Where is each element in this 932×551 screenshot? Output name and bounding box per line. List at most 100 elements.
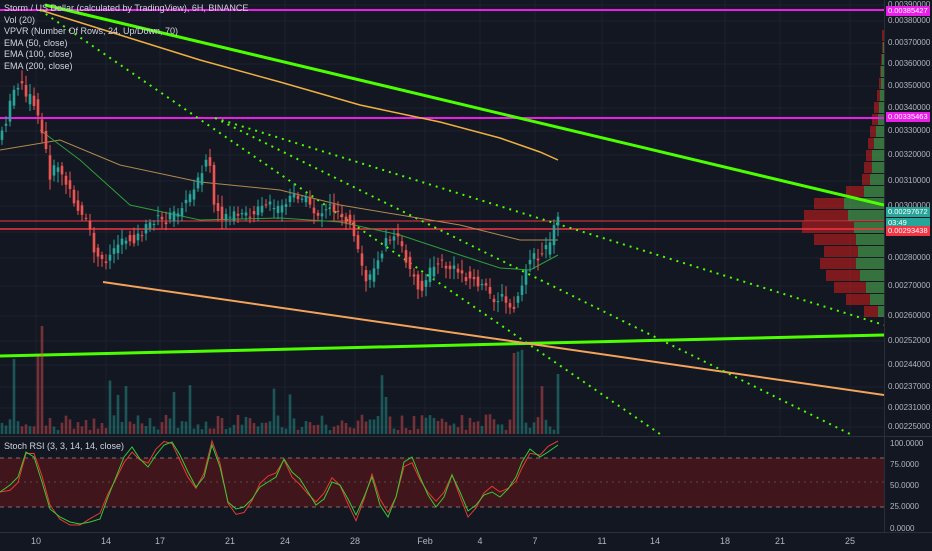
volume-bar [512,352,516,434]
volume-bar [4,425,8,434]
volume-bar [168,418,172,434]
time-tick-label: 28 [349,536,361,546]
stoch-rsi-pane[interactable] [0,437,884,532]
candle-body [416,274,420,290]
candle-body [456,268,460,273]
volume-bar [372,419,376,434]
candle-body [332,204,336,213]
price-tick-label: 0.00280000 [888,253,931,262]
volume-bars [0,326,560,434]
candle-body [476,276,480,287]
volume-bar [368,419,372,434]
candle-body [284,204,288,207]
vpvr-bar-up [856,234,884,245]
candle-body [536,258,540,261]
candle-body [108,254,112,261]
vpvr-bar-up [864,186,884,197]
candle-body [196,177,200,189]
candle-body [204,159,208,167]
candle-body [36,99,40,116]
volume-bar [320,415,324,434]
candle-body [528,259,532,265]
volume-bar [432,417,436,434]
vpvr-bar-up [882,54,884,65]
vpvr-bar-down [881,54,882,65]
volume-bar [384,396,388,434]
candles [0,70,560,315]
legend-ema200[interactable]: EMA (200, close) [4,60,73,71]
rsi-scale[interactable]: 100.0000 75.0000 50.0000 25.0000 0.0000 [884,437,932,533]
candle-body [520,285,524,295]
volume-bar [516,351,520,434]
pane-separator[interactable] [0,436,932,437]
candle-body [272,208,276,210]
candle-body [168,212,172,220]
candle-body [96,247,100,257]
candle-body [372,268,376,282]
vpvr-bar-up [883,42,884,53]
time-tick-label: 14 [649,536,661,546]
volume-bar [120,421,124,434]
volume-bar [504,429,508,434]
volume-bar [164,414,168,434]
volume-bar [148,418,152,434]
price-tick-label: 0.00260000 [888,311,931,320]
volume-bar [156,429,160,434]
volume-bar [496,424,500,434]
candle-body [24,84,28,97]
candle-body [388,239,392,241]
legend-ema50[interactable]: EMA (50, close) [4,37,68,48]
legend-vpvr[interactable]: VPVR (Number Of Rows, 24, Up/Down, 70) [4,26,179,36]
vpvr-bar-up [878,306,884,317]
candle-body [500,294,504,297]
volume-bar [172,391,176,434]
ema-50-line [39,129,559,271]
time-tick-label: 21 [224,536,236,546]
volume-bar [380,375,384,434]
main-price-chart[interactable] [0,0,884,436]
volume-bar [84,420,88,434]
candle-body [132,234,136,244]
candle-body [116,244,120,254]
vpvr-bar-down [824,246,858,257]
volume-bar [152,426,156,434]
vpvr-bar-up [870,174,884,185]
candle-body [420,280,424,291]
candle-body [444,265,448,269]
price-scale[interactable]: 0.00390000 0.00380000 0.00370000 0.00360000… [884,0,932,436]
candle-body [68,180,72,190]
candle-body [324,209,328,211]
volume-bar [332,426,336,434]
vpvr-bar-up [880,90,884,101]
vpvr-bar-down [868,138,874,149]
vpvr-bar-up [879,102,884,113]
candle-body [424,280,428,287]
time-axis[interactable]: 10 14 17 21 24 28 Feb 4 7 11 14 18 21 25 [0,532,932,551]
candle-body [344,216,348,224]
candle-body [100,254,104,260]
legend-ema100[interactable]: EMA (100, close) [4,49,73,59]
vpvr-bar-down [862,174,870,185]
volume-bar [420,415,424,434]
volume-bar [236,414,240,434]
chart-legend: Storm / US Dollar (calculated by Trading… [4,3,248,72]
time-tick-label: 25 [844,536,856,546]
candle-body [56,167,60,172]
symbol-title[interactable]: Storm / US Dollar (calculated by Trading… [4,3,249,13]
candle-body [120,238,124,245]
volume-bar [244,416,248,434]
volume-bar [484,414,488,434]
volume-bar [0,422,4,434]
candle-body [80,205,84,215]
volume-bar [116,394,120,434]
green-trendline-upper [44,3,884,207]
volume-bar [440,418,444,434]
candle-body [464,277,468,281]
legend-volume[interactable]: Vol (20) [4,14,36,25]
candle-body [8,100,12,122]
candle-body [112,248,116,254]
candle-body [104,261,108,264]
volume-bar [540,386,544,434]
volume-bar [508,419,512,434]
stoch-rsi-legend[interactable]: Stoch RSI (3, 3, 14, 14, close) [4,441,125,451]
